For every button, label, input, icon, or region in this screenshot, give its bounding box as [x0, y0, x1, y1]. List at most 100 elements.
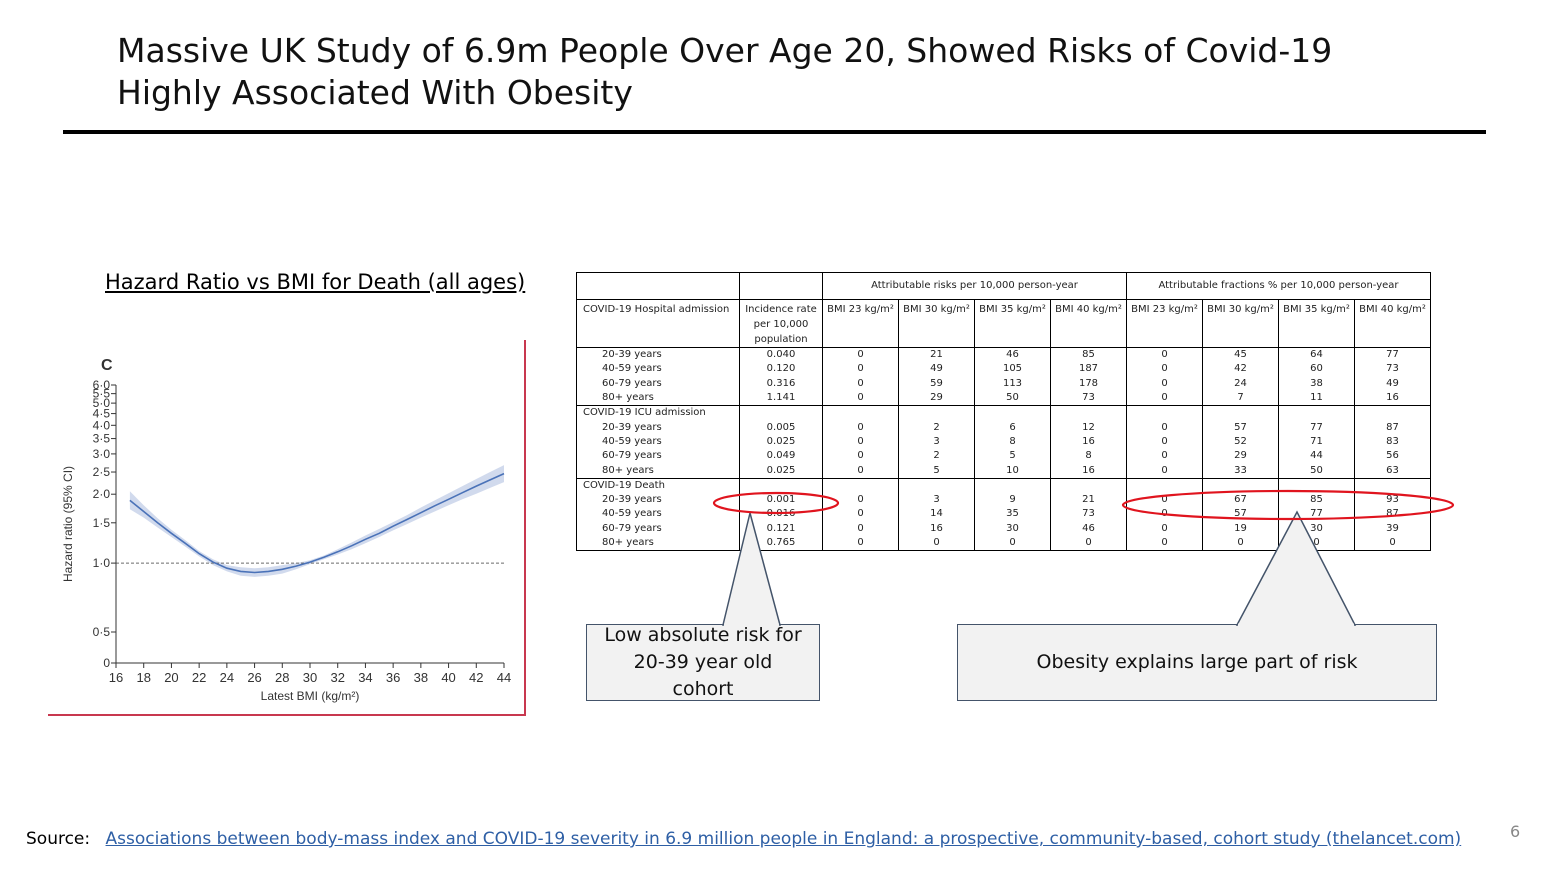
- x-tick-label: 18: [136, 670, 150, 685]
- value-cell: 10: [974, 463, 1051, 479]
- table-row: 20-39 years 0.040 0 21 46 85 0 45 64 77: [576, 347, 1431, 363]
- column-header: BMI 23 kg/m²: [1126, 299, 1203, 348]
- y-tick-label: 0: [103, 656, 110, 670]
- value-cell: 21: [898, 347, 975, 363]
- value-cell: 45: [1202, 347, 1279, 363]
- source-link[interactable]: Associations between body-mass index and…: [105, 829, 1462, 849]
- empty-cell: [1126, 478, 1203, 493]
- table-group-header-row: Attributable risks per 10,000 person-yea…: [576, 272, 1431, 300]
- slide-title: Massive UK Study of 6.9m People Over Age…: [117, 31, 1333, 112]
- value-cell: 85: [1278, 492, 1355, 508]
- value-cell: 16: [1050, 463, 1127, 479]
- value-cell: 46: [1050, 521, 1127, 536]
- value-cell: 57: [1202, 420, 1279, 435]
- value-cell: 24: [1202, 376, 1279, 391]
- y-tick-label: 5·5: [93, 387, 111, 401]
- value-cell: 1.141: [739, 390, 823, 407]
- value-cell: 42: [1202, 362, 1279, 377]
- y-tick-label: 2·0: [93, 487, 111, 501]
- value-cell: 77: [1354, 347, 1431, 363]
- x-tick-label: 32: [330, 670, 344, 685]
- group-header-risks: Attributable risks per 10,000 person-yea…: [822, 272, 1127, 300]
- table-row: 20-39 years 0.001 0 3 9 21 0 67 85 93: [576, 492, 1431, 508]
- value-cell: 0: [1126, 390, 1203, 407]
- value-cell: 0: [1126, 347, 1203, 363]
- value-cell: 33: [1202, 463, 1279, 479]
- table-row: 40-59 years 0.016 0 14 35 73 0 57 77 87: [576, 507, 1431, 522]
- value-cell: 30: [974, 521, 1051, 536]
- value-cell: 63: [1354, 463, 1431, 479]
- value-cell: 44: [1278, 449, 1355, 464]
- value-cell: 0: [822, 347, 899, 363]
- value-cell: 0: [822, 362, 899, 377]
- column-header: BMI 30 kg/m²: [898, 299, 975, 348]
- table-section-row: COVID-19 ICU admission: [576, 405, 1431, 421]
- value-cell: 3: [898, 492, 975, 508]
- x-tick-label: 28: [275, 670, 289, 685]
- y-tick-label: 0·5: [93, 625, 111, 639]
- value-cell: 0.016: [739, 507, 823, 522]
- value-cell: 0.765: [739, 535, 823, 552]
- value-cell: 0: [1126, 507, 1203, 522]
- empty-cell: [1050, 478, 1127, 493]
- x-tick-label: 24: [220, 670, 234, 685]
- x-tick-label: 38: [414, 670, 428, 685]
- value-cell: 5: [898, 463, 975, 479]
- value-cell: 49: [1354, 376, 1431, 391]
- value-cell: 187: [1050, 362, 1127, 377]
- empty-cell: [822, 478, 899, 493]
- value-cell: 87: [1354, 420, 1431, 435]
- value-cell: 0: [822, 535, 899, 552]
- value-cell: 0: [1126, 362, 1203, 377]
- value-cell: 0: [1126, 463, 1203, 479]
- age-group-cell: 20-39 years: [576, 347, 740, 363]
- value-cell: 0: [822, 463, 899, 479]
- x-tick-label: 34: [358, 670, 372, 685]
- source-footer: Source: Associations between body-mass i…: [26, 829, 1461, 849]
- x-tick-label: 16: [109, 670, 123, 685]
- value-cell: 0: [1050, 535, 1127, 552]
- value-cell: 87: [1354, 507, 1431, 522]
- value-cell: 77: [1278, 507, 1355, 522]
- empty-cell: [1278, 405, 1355, 421]
- x-tick-label: 40: [441, 670, 455, 685]
- empty-cell: [1354, 478, 1431, 493]
- value-cell: 29: [898, 390, 975, 407]
- value-cell: 0: [822, 521, 899, 536]
- value-cell: 19: [1202, 521, 1279, 536]
- empty-cell: [1126, 405, 1203, 421]
- x-tick-label: 42: [469, 670, 483, 685]
- value-cell: 16: [898, 521, 975, 536]
- value-cell: 0: [974, 535, 1051, 552]
- value-cell: 0: [822, 420, 899, 435]
- table-row: 40-59 years 0.120 0 49 105 187 0 42 60 73: [576, 362, 1431, 377]
- value-cell: 113: [974, 376, 1051, 391]
- x-tick-label: 20: [164, 670, 178, 685]
- value-cell: 8: [974, 434, 1051, 450]
- callout-obesity: Obesity explains large part of risk: [957, 624, 1437, 701]
- value-cell: 52: [1202, 434, 1279, 450]
- value-cell: 0.001: [739, 492, 823, 508]
- x-tick-label: 30: [303, 670, 317, 685]
- chart-heading: Hazard Ratio vs BMI for Death (all ages): [105, 270, 526, 294]
- column-header: BMI 23 kg/m²: [822, 299, 899, 348]
- value-cell: 0.316: [739, 376, 823, 391]
- age-group-cell: 40-59 years: [576, 434, 740, 450]
- age-group-cell: 20-39 years: [576, 492, 740, 508]
- callout-low-risk: Low absolute risk for 20-39 year old coh…: [586, 624, 820, 701]
- y-tick-label: 1·0: [93, 556, 111, 570]
- value-cell: 93: [1354, 492, 1431, 508]
- attributable-risk-table-container: Attributable risks per 10,000 person-yea…: [576, 272, 1431, 552]
- value-cell: 16: [1050, 434, 1127, 450]
- empty-cell: [1050, 405, 1127, 421]
- y-tick-label: 2·5: [93, 465, 111, 479]
- value-cell: 50: [1278, 463, 1355, 479]
- y-tick-label: 1·5: [93, 516, 111, 530]
- y-tick-label: 4·0: [93, 418, 111, 432]
- column-header: Incidence rate per 10,000 population: [739, 299, 823, 348]
- value-cell: 105: [974, 362, 1051, 377]
- value-cell: 73: [1050, 507, 1127, 522]
- x-tick-label: 36: [386, 670, 400, 685]
- value-cell: 12: [1050, 420, 1127, 435]
- table-row: 60-79 years 0.049 0 2 5 8 0 29 44 56: [576, 449, 1431, 464]
